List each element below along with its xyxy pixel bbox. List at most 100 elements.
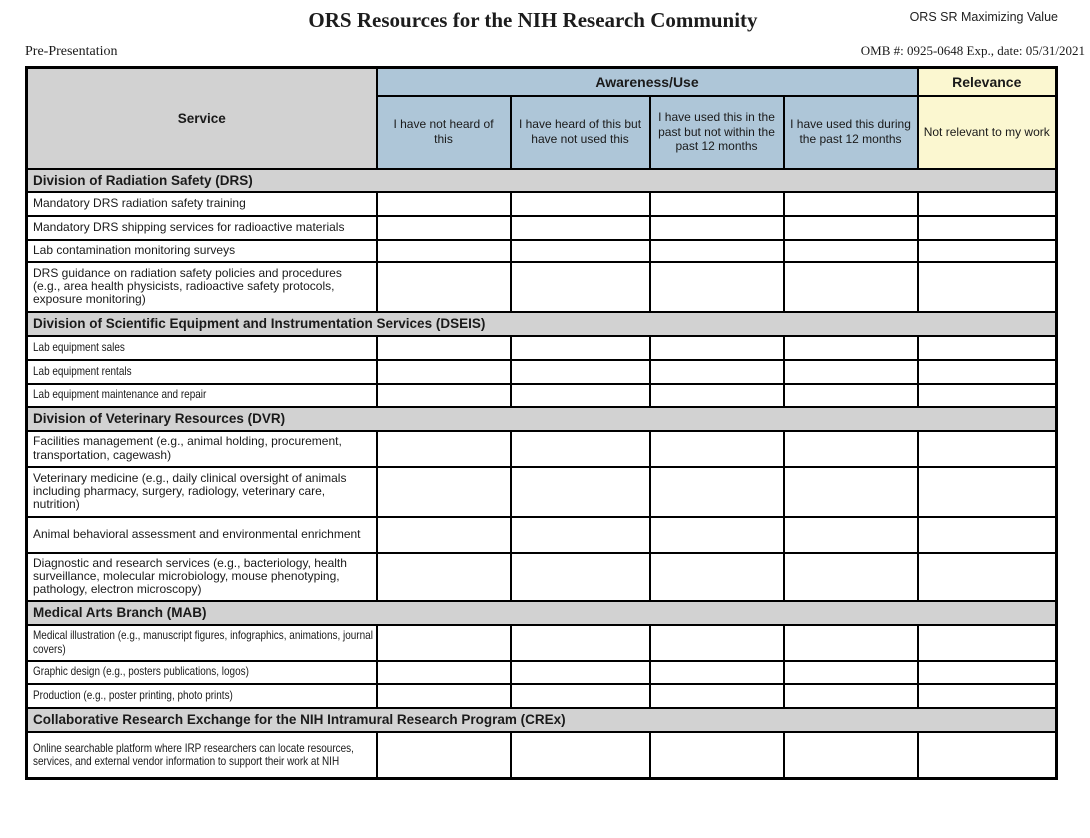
answer-cell[interactable] bbox=[648, 429, 785, 468]
section-header-drs: Division of Radiation Safety (DRS) bbox=[25, 167, 1058, 193]
answer-cell[interactable] bbox=[916, 358, 1058, 385]
answer-cell[interactable] bbox=[782, 659, 919, 685]
answer-cell[interactable] bbox=[916, 465, 1058, 518]
answer-cell[interactable] bbox=[916, 623, 1058, 662]
service-label: Lab equipment rentals bbox=[25, 358, 378, 385]
section-header-dvr: Division of Veterinary Resources (DVR) bbox=[25, 405, 1058, 432]
answer-cell[interactable] bbox=[782, 238, 919, 263]
answer-cell[interactable] bbox=[375, 659, 512, 685]
service-column-header: Service bbox=[25, 66, 378, 170]
answer-cell[interactable] bbox=[782, 551, 919, 602]
answer-cell[interactable] bbox=[509, 260, 651, 313]
answer-cell[interactable] bbox=[648, 190, 785, 217]
answer-cell[interactable] bbox=[916, 682, 1058, 709]
survey-table-container: Service Awareness/Use Relevance I have n… bbox=[25, 66, 1058, 780]
service-label: Online searchable platform where IRP res… bbox=[25, 730, 378, 780]
answer-cell[interactable] bbox=[375, 465, 512, 518]
answer-cell[interactable] bbox=[375, 238, 512, 263]
answer-cell[interactable] bbox=[375, 623, 512, 662]
answer-cell[interactable] bbox=[375, 190, 512, 217]
answer-cell[interactable] bbox=[648, 382, 785, 408]
relevance-group-header: Relevance bbox=[916, 66, 1058, 97]
answer-cell[interactable] bbox=[375, 334, 512, 361]
answer-cell[interactable] bbox=[509, 465, 651, 518]
answer-cell[interactable] bbox=[648, 465, 785, 518]
answer-cell[interactable] bbox=[375, 214, 512, 241]
answer-cell[interactable] bbox=[782, 682, 919, 709]
answer-cell[interactable] bbox=[648, 515, 785, 554]
answer-cell[interactable] bbox=[782, 214, 919, 241]
answer-cell[interactable] bbox=[375, 429, 512, 468]
answer-cell[interactable] bbox=[509, 214, 651, 241]
answer-cell[interactable] bbox=[648, 551, 785, 602]
answer-cell[interactable] bbox=[782, 465, 919, 518]
answer-cell[interactable] bbox=[782, 515, 919, 554]
answer-cell[interactable] bbox=[782, 190, 919, 217]
service-label: Animal behavioral assessment and environ… bbox=[25, 515, 378, 554]
answer-cell[interactable] bbox=[509, 190, 651, 217]
service-label: Graphic design (e.g., posters publicatio… bbox=[25, 659, 378, 685]
survey-table: Service Awareness/Use Relevance I have n… bbox=[25, 66, 1058, 780]
project-label: ORS SR Maximizing Value bbox=[909, 10, 1058, 24]
service-label: Mandatory DRS radiation safety training bbox=[25, 190, 378, 217]
answer-cell[interactable] bbox=[375, 382, 512, 408]
answer-cell[interactable] bbox=[648, 358, 785, 385]
answer-cell[interactable] bbox=[509, 551, 651, 602]
answer-cell[interactable] bbox=[375, 730, 512, 780]
answer-cell[interactable] bbox=[648, 730, 785, 780]
answer-cell[interactable] bbox=[509, 429, 651, 468]
answer-option-header-used-past: I have used this in the past but not wit… bbox=[648, 94, 785, 170]
answer-cell[interactable] bbox=[509, 382, 651, 408]
section-header-dseis: Division of Scientific Equipment and Ins… bbox=[25, 310, 1058, 337]
answer-cell[interactable] bbox=[509, 358, 651, 385]
answer-cell[interactable] bbox=[648, 260, 785, 313]
answer-cell[interactable] bbox=[916, 260, 1058, 313]
answer-cell[interactable] bbox=[648, 623, 785, 662]
section-header-crex: Collaborative Research Exchange for the … bbox=[25, 706, 1058, 733]
answer-cell[interactable] bbox=[375, 682, 512, 709]
service-label: Lab equipment sales bbox=[25, 334, 378, 361]
answer-cell[interactable] bbox=[509, 334, 651, 361]
answer-cell[interactable] bbox=[916, 515, 1058, 554]
answer-cell[interactable] bbox=[782, 429, 919, 468]
answer-cell[interactable] bbox=[375, 358, 512, 385]
answer-cell[interactable] bbox=[509, 730, 651, 780]
service-label: Medical illustration (e.g., manuscript f… bbox=[25, 623, 378, 662]
answer-cell[interactable] bbox=[916, 190, 1058, 217]
answer-cell[interactable] bbox=[916, 214, 1058, 241]
answer-cell[interactable] bbox=[782, 730, 919, 780]
service-label: Veterinary medicine (e.g., daily clinica… bbox=[25, 465, 378, 518]
answer-cell[interactable] bbox=[782, 334, 919, 361]
answer-cell[interactable] bbox=[782, 358, 919, 385]
answer-cell[interactable] bbox=[782, 623, 919, 662]
answer-cell[interactable] bbox=[916, 429, 1058, 468]
answer-cell[interactable] bbox=[782, 260, 919, 313]
answer-cell[interactable] bbox=[648, 659, 785, 685]
answer-cell[interactable] bbox=[509, 623, 651, 662]
answer-cell[interactable] bbox=[375, 551, 512, 602]
service-label: Mandatory DRS shipping services for radi… bbox=[25, 214, 378, 241]
answer-cell[interactable] bbox=[916, 659, 1058, 685]
service-label: Lab contamination monitoring surveys bbox=[25, 238, 378, 263]
answer-option-header-not-relevant: Not relevant to my work bbox=[916, 94, 1058, 170]
answer-cell[interactable] bbox=[916, 730, 1058, 780]
answer-cell[interactable] bbox=[648, 682, 785, 709]
answer-cell[interactable] bbox=[509, 238, 651, 263]
answer-cell[interactable] bbox=[509, 659, 651, 685]
answer-cell[interactable] bbox=[509, 515, 651, 554]
section-header-mab: Medical Arts Branch (MAB) bbox=[25, 599, 1058, 626]
answer-cell[interactable] bbox=[509, 682, 651, 709]
answer-cell[interactable] bbox=[916, 382, 1058, 408]
answer-cell[interactable] bbox=[375, 260, 512, 313]
service-label: DRS guidance on radiation safety policie… bbox=[25, 260, 378, 313]
answer-cell[interactable] bbox=[648, 238, 785, 263]
answer-cell[interactable] bbox=[916, 551, 1058, 602]
answer-option-header-used-12mo: I have used this during the past 12 mont… bbox=[782, 94, 919, 170]
answer-cell[interactable] bbox=[782, 382, 919, 408]
answer-cell[interactable] bbox=[916, 238, 1058, 263]
answer-cell[interactable] bbox=[648, 214, 785, 241]
answer-cell[interactable] bbox=[375, 515, 512, 554]
omb-number: OMB #: 0925-0648 Exp., date: 05/31/2021 bbox=[860, 43, 1085, 58]
answer-cell[interactable] bbox=[648, 334, 785, 361]
answer-cell[interactable] bbox=[916, 334, 1058, 361]
